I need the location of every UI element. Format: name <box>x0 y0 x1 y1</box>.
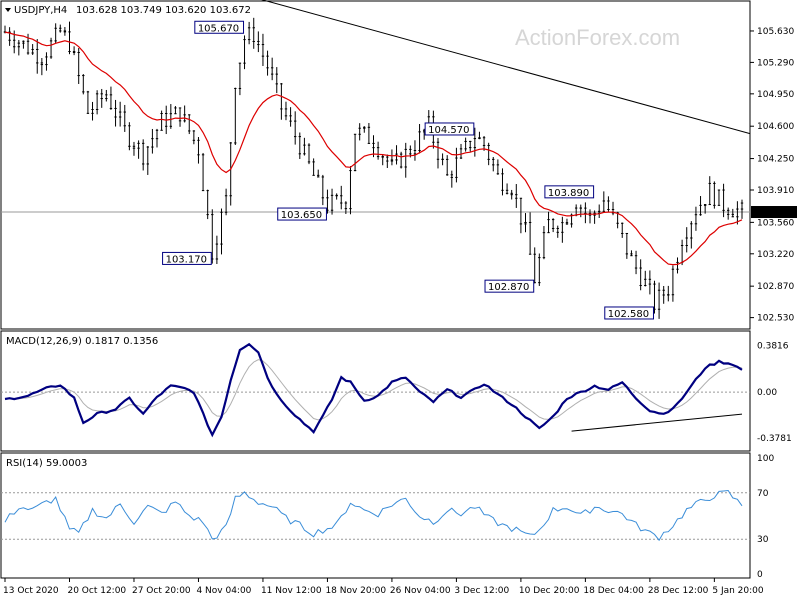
macd-title: MACD(12,26,9) 0.1817 0.1356 <box>6 336 158 347</box>
macd-layer <box>1 342 750 438</box>
annotation-box <box>544 185 595 199</box>
macd-panel <box>0 330 751 452</box>
time-tick-label: 4 Nov 04:00 <box>196 586 251 596</box>
time-tick-label: 20 Oct 12:00 <box>67 586 126 596</box>
annotation-box <box>194 20 245 34</box>
last-price-tag <box>751 206 797 219</box>
time-tick-label: 18 Nov 20:00 <box>325 586 386 596</box>
macd-line <box>4 342 743 438</box>
annotation-label: 102.580 <box>608 309 649 320</box>
macd-tick-label: 0.00 <box>757 388 777 398</box>
axis-layer: 105.630 105.290 104.950 104.600 104.250 103.9… <box>3 27 797 596</box>
macd-signal-line <box>4 359 743 421</box>
rsi-line <box>4 489 743 542</box>
price-tick-label: 104.600 <box>757 122 794 132</box>
price-tick-label: 103.910 <box>757 186 794 196</box>
price-tick-label: 104.950 <box>757 90 794 100</box>
annotation-label: 103.650 <box>281 210 322 221</box>
price-panel <box>0 0 751 330</box>
macd-divergence-line <box>571 413 743 432</box>
rsi-tick-label: 70 <box>757 489 769 499</box>
annotation-label: 103.890 <box>548 188 589 199</box>
time-tick-label: 18 Dec 04:00 <box>583 586 644 596</box>
annotation-label: 102.870 <box>488 282 529 293</box>
price-tick-label: 103.220 <box>757 250 794 260</box>
annotation-label: 105.670 <box>198 23 239 34</box>
price-tick-label: 104.250 <box>757 155 794 165</box>
annotation-label: 103.170 <box>166 254 207 265</box>
trendline <box>261 0 751 135</box>
price-tick-label: 105.290 <box>757 58 794 68</box>
price-tick-label: 102.530 <box>757 314 794 324</box>
macd-tick-label: -0.3781 <box>757 434 792 444</box>
watermark: ActionForex.com <box>515 25 680 50</box>
price-annotation: 103.170 <box>162 251 212 265</box>
annotation-label: 104.570 <box>428 125 469 136</box>
price-layer: 105.670 103.170 103.650 104.570 102.870 103.8… <box>1 0 751 320</box>
last-price-label: 103.672 <box>757 208 794 218</box>
price-annotation: 104.570 <box>424 122 475 136</box>
rsi-tick-label: 100 <box>757 454 774 464</box>
price-annotation: 103.890 <box>544 185 595 199</box>
time-tick-label: 3 Dec 12:00 <box>454 586 509 596</box>
moving-average-line <box>4 31 743 266</box>
time-tick-label: 13 Oct 2020 <box>3 586 59 596</box>
price-tick-label: 105.630 <box>757 27 794 37</box>
annotation-box <box>424 122 475 136</box>
time-tick-label: 27 Oct 20:00 <box>132 586 191 596</box>
rsi-tick-label: 0 <box>757 570 763 580</box>
price-tick-label: 103.560 <box>757 218 794 228</box>
price-annotation: 102.870 <box>484 279 535 293</box>
rsi-tick-label: 30 <box>757 535 769 545</box>
rsi-title: RSI(14) 59.0003 <box>6 458 87 469</box>
time-tick-label: 5 Jan 20:00 <box>712 586 764 596</box>
macd-tick-label: 0.3816 <box>757 342 789 352</box>
price-annotation: 105.670 <box>194 20 245 34</box>
price-annotation: 103.650 <box>277 207 327 221</box>
price-annotation: 102.580 <box>604 306 654 320</box>
symbol-header: USDJPY,H4 <box>14 5 67 16</box>
time-tick-label: 28 Dec 12:00 <box>648 586 709 596</box>
price-header: USDJPY,H4 103.628 103.749 103.620 103.67… <box>5 5 251 16</box>
price-tick-label: 102.870 <box>757 282 794 292</box>
time-tick-label: 26 Nov 04:00 <box>390 586 451 596</box>
rsi-layer <box>1 489 750 542</box>
chevron-down-icon[interactable] <box>5 8 11 12</box>
time-tick-label: 10 Dec 20:00 <box>519 586 580 596</box>
annotation-box <box>162 251 212 265</box>
annotation-box <box>484 279 535 293</box>
ohlc-header: 103.628 103.749 103.620 103.672 <box>76 5 251 16</box>
annotation-box <box>277 207 327 221</box>
time-tick-label: 11 Nov 12:00 <box>261 586 322 596</box>
annotation-box <box>604 306 654 320</box>
